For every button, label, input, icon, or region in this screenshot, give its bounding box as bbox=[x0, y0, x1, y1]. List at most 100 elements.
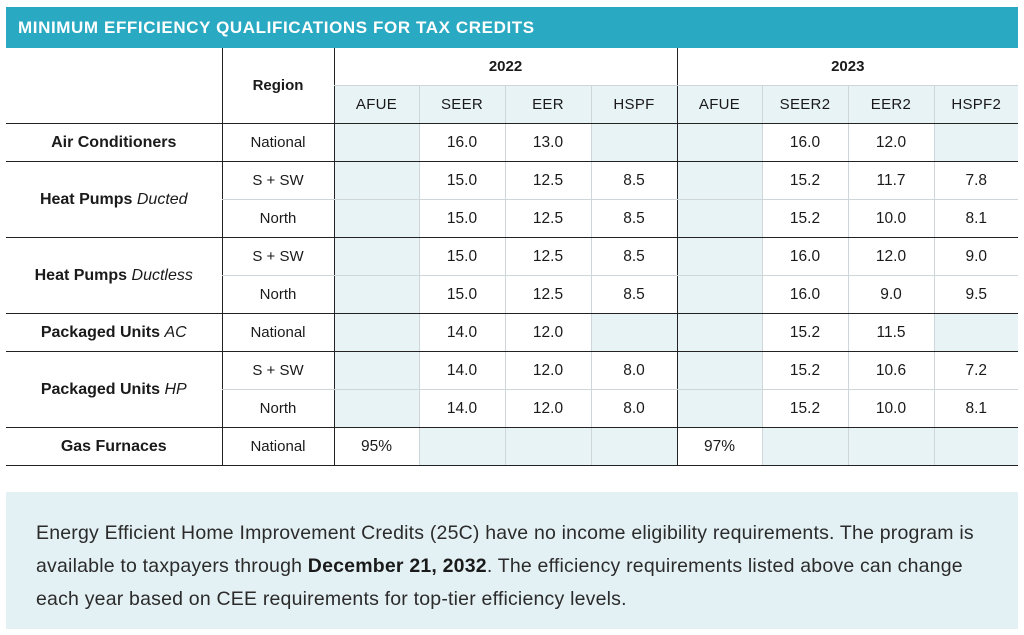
value-cell: 9.5 bbox=[933, 275, 1018, 314]
value-cell: 14.0 bbox=[418, 313, 505, 352]
metric-2023-hspf2: HSPF2 bbox=[933, 85, 1018, 124]
region-cell: North bbox=[221, 389, 334, 428]
region-cell: National bbox=[221, 123, 334, 162]
value-cell: 15.2 bbox=[761, 351, 848, 390]
value-cell: 12.0 bbox=[504, 389, 591, 428]
equipment-name: Air Conditioners bbox=[51, 133, 177, 151]
value-cell: 8.5 bbox=[590, 161, 677, 200]
value-cell bbox=[676, 123, 762, 162]
metric-2022-afue: AFUE bbox=[333, 85, 419, 124]
efficiency-table: Region 2022 2023 AFUE SEER EER HSPF AFUE… bbox=[6, 48, 1018, 466]
value-cell: 15.2 bbox=[761, 389, 848, 428]
value-cell bbox=[933, 427, 1018, 466]
region-cell: North bbox=[221, 199, 334, 238]
value-cell bbox=[933, 313, 1018, 352]
equipment-label: Gas Furnaces bbox=[6, 427, 222, 466]
value-cell: 9.0 bbox=[933, 237, 1018, 276]
equipment-label: Packaged Units HP bbox=[6, 351, 222, 428]
value-cell: 10.6 bbox=[847, 351, 934, 390]
value-cell: 15.2 bbox=[761, 161, 848, 200]
value-cell: 16.0 bbox=[418, 123, 505, 162]
value-cell bbox=[333, 351, 419, 390]
value-cell bbox=[676, 161, 762, 200]
equipment-label: Packaged Units AC bbox=[6, 313, 222, 352]
region-cell: National bbox=[221, 427, 334, 466]
note-text-part2: . The efficiency requirements listed abo… bbox=[36, 555, 963, 610]
value-cell: 12.5 bbox=[504, 275, 591, 314]
region-cell: S + SW bbox=[221, 351, 334, 390]
equipment-name: Packaged Units bbox=[40, 323, 160, 341]
value-cell: 10.0 bbox=[847, 389, 934, 428]
value-cell: 15.2 bbox=[761, 199, 848, 238]
value-cell: 12.0 bbox=[504, 313, 591, 352]
equipment-name: Gas Furnaces bbox=[60, 437, 167, 455]
note-deadline-date: December 21, 2032 bbox=[307, 555, 487, 577]
region-cell: S + SW bbox=[221, 237, 334, 276]
value-cell bbox=[504, 427, 591, 466]
value-cell: 12.0 bbox=[847, 123, 934, 162]
value-cell: 11.7 bbox=[847, 161, 934, 200]
value-cell bbox=[418, 427, 505, 466]
metric-2023-seer2: SEER2 bbox=[761, 85, 848, 124]
value-cell bbox=[761, 427, 848, 466]
table-row: North 14.0 12.0 8.0 15.2 10.0 8.1 bbox=[6, 389, 1018, 428]
value-cell: 9.0 bbox=[847, 275, 934, 314]
value-cell: 12.5 bbox=[504, 199, 591, 238]
table-row: North 15.0 12.5 8.5 15.2 10.0 8.1 bbox=[6, 199, 1018, 238]
equipment-name: Heat Pumps bbox=[39, 190, 133, 208]
region-cell: National bbox=[221, 313, 334, 352]
metric-2023-eer2: EER2 bbox=[847, 85, 934, 124]
equipment-label: Heat Pumps Ductless bbox=[6, 237, 222, 314]
value-cell bbox=[847, 427, 934, 466]
value-cell: 8.1 bbox=[933, 389, 1018, 428]
table-row: Packaged Units HP S + SW 14.0 12.0 8.0 15.2 10… bbox=[6, 351, 1018, 428]
value-cell: 8.1 bbox=[933, 199, 1018, 238]
equipment-name: Packaged Units bbox=[40, 380, 160, 398]
table-row: Gas Furnaces National 95% 97% bbox=[6, 427, 1018, 466]
table-row: Heat Pumps Ducted S + SW 15.0 12.5 8.5 15.2 11… bbox=[6, 161, 1018, 238]
value-cell: 12.0 bbox=[847, 237, 934, 276]
value-cell: 14.0 bbox=[418, 351, 505, 390]
table-title: MINIMUM EFFICIENCY QUALIFICATIONS FOR TA… bbox=[18, 17, 535, 37]
value-cell bbox=[676, 237, 762, 276]
value-cell: 15.0 bbox=[418, 199, 505, 238]
equipment-subtype: AC bbox=[164, 323, 187, 341]
value-cell: 97% bbox=[676, 427, 762, 466]
value-cell bbox=[333, 275, 419, 314]
equipment-subtype: Ducted bbox=[136, 190, 188, 208]
equipment-subtype: Ductless bbox=[131, 266, 193, 284]
value-cell: 8.0 bbox=[590, 389, 677, 428]
value-cell bbox=[676, 199, 762, 238]
value-cell: 16.0 bbox=[761, 123, 848, 162]
equipment-label: Heat Pumps Ducted bbox=[6, 161, 222, 238]
value-cell bbox=[933, 123, 1018, 162]
table-body: Air Conditioners National 16.0 13.0 16.0 12.0… bbox=[6, 123, 1018, 466]
value-cell bbox=[333, 389, 419, 428]
value-cell: 7.8 bbox=[933, 161, 1018, 200]
value-cell: 15.0 bbox=[418, 275, 505, 314]
value-cell: 15.0 bbox=[418, 237, 505, 276]
value-cell: 8.5 bbox=[590, 199, 677, 238]
value-cell: 7.2 bbox=[933, 351, 1018, 390]
note-text-part1: Energy Efficient Home Improvement Credit… bbox=[36, 522, 974, 577]
value-cell bbox=[590, 123, 677, 162]
value-cell bbox=[333, 161, 419, 200]
value-cell bbox=[676, 313, 762, 352]
table-title-bar: MINIMUM EFFICIENCY QUALIFICATIONS FOR TA… bbox=[6, 7, 1018, 48]
region-cell: S + SW bbox=[221, 161, 334, 200]
value-cell bbox=[590, 427, 677, 466]
table-row: Packaged Units AC National 14.0 12.0 15.2 11.… bbox=[6, 313, 1018, 352]
value-cell: 16.0 bbox=[761, 275, 848, 314]
value-cell: 12.5 bbox=[504, 161, 591, 200]
value-cell: 8.0 bbox=[590, 351, 677, 390]
value-cell: 11.5 bbox=[847, 313, 934, 352]
equipment-subtype: HP bbox=[164, 380, 187, 398]
value-cell bbox=[333, 199, 419, 238]
value-cell bbox=[333, 313, 419, 352]
header-row-metrics: AFUE SEER EER HSPF AFUE SEER2 EER2 HSPF2 bbox=[6, 85, 1018, 124]
value-cell: 10.0 bbox=[847, 199, 934, 238]
table-row: Heat Pumps Ductless S + SW 15.0 12.5 8.5 16.0… bbox=[6, 237, 1018, 314]
value-cell bbox=[590, 313, 677, 352]
value-cell: 8.5 bbox=[590, 275, 677, 314]
value-cell: 95% bbox=[333, 427, 419, 466]
